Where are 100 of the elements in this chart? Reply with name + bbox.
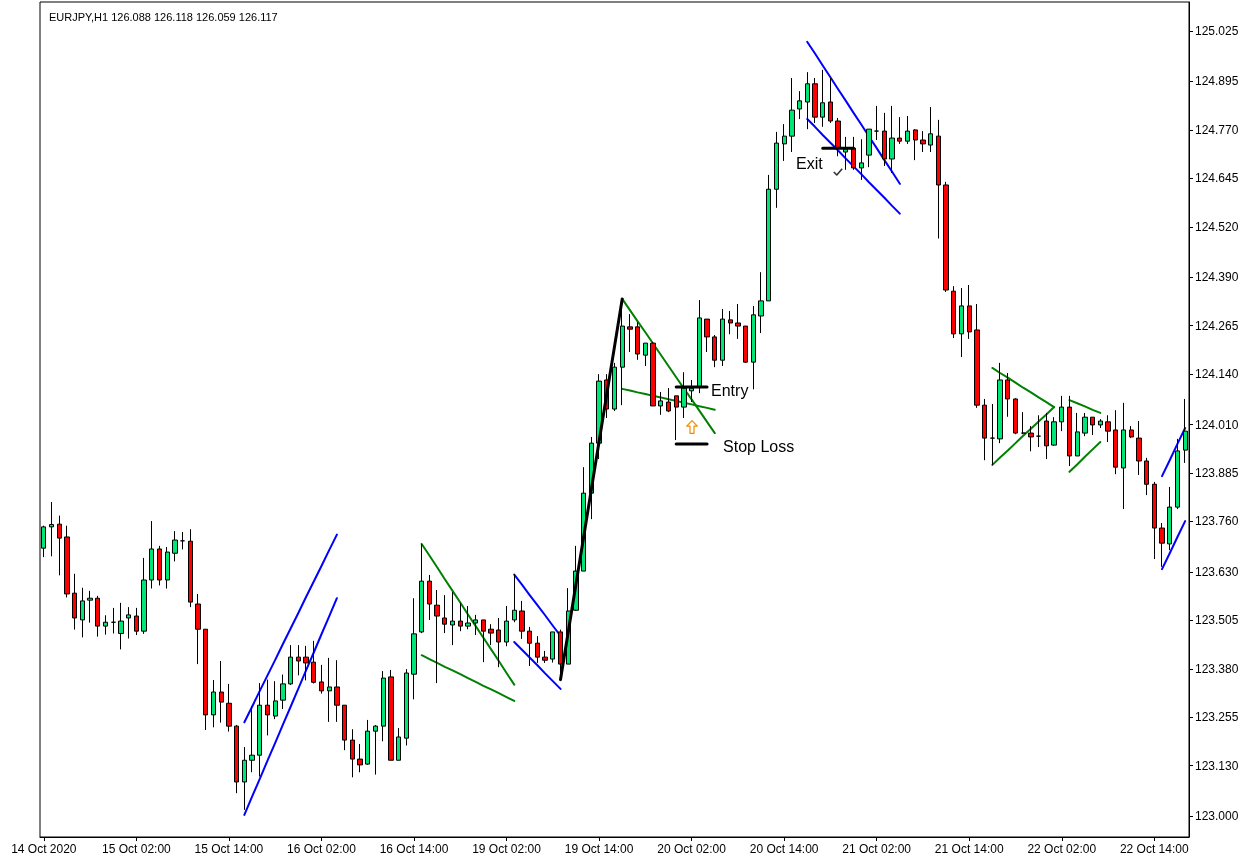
x-tick-label: 15 Oct 14:00 xyxy=(194,842,264,856)
candlestick xyxy=(982,398,987,461)
candlestick xyxy=(465,605,471,630)
candlestick xyxy=(126,606,131,640)
candlestick xyxy=(1113,409,1118,475)
candlestick xyxy=(103,614,108,636)
candlestick xyxy=(542,650,548,664)
candlestick xyxy=(828,77,833,124)
y-tick-label: 124.770 xyxy=(1195,122,1239,137)
x-tick-label: 16 Oct 02:00 xyxy=(287,842,357,856)
candlestick xyxy=(635,321,640,361)
candlestick xyxy=(612,362,617,412)
candlestick xyxy=(874,105,879,141)
annotation: Entry xyxy=(711,382,749,400)
candlestick xyxy=(974,303,980,409)
candlestick xyxy=(273,680,278,720)
candlestick xyxy=(627,313,633,353)
x-tick-label: 20 Oct 02:00 xyxy=(657,842,727,856)
candlestick xyxy=(789,77,795,153)
y-tick-label: 124.140 xyxy=(1195,367,1239,382)
candlestick xyxy=(388,669,394,761)
candlestick xyxy=(1152,481,1157,560)
y-tick-label: 123.505 xyxy=(1195,613,1239,628)
candlestick xyxy=(64,525,70,598)
candlestick xyxy=(396,727,401,761)
candlestick xyxy=(157,545,162,586)
candlestick xyxy=(959,287,964,358)
y-tick-label: 125.025 xyxy=(1195,24,1239,39)
candlestick xyxy=(936,119,941,239)
candlestick xyxy=(920,130,926,153)
candlestick xyxy=(913,128,918,161)
x-tick-label: 14 Oct 2020 xyxy=(11,842,77,856)
y-tick-label: 123.760 xyxy=(1195,514,1239,529)
candlestick xyxy=(473,614,478,636)
y-tick-label: 124.645 xyxy=(1195,171,1239,186)
candlestick xyxy=(180,531,185,550)
candlestick xyxy=(782,123,787,162)
candlestick xyxy=(820,69,825,128)
candlestick xyxy=(728,310,733,335)
candlestick xyxy=(712,334,717,368)
candlestick xyxy=(666,387,671,413)
candlestick xyxy=(897,116,902,145)
x-tick-label: 15 Oct 02:00 xyxy=(102,842,172,856)
candlestick xyxy=(149,520,154,590)
x-tick-label: 20 Oct 14:00 xyxy=(749,842,819,856)
candlestick xyxy=(1136,420,1142,476)
candlestick xyxy=(80,587,85,638)
candlestick xyxy=(111,607,116,634)
y-tick-label: 124.265 xyxy=(1195,318,1239,333)
candlestick xyxy=(434,589,440,684)
candlestick xyxy=(1021,411,1026,435)
candlestick xyxy=(774,131,779,209)
candlestick xyxy=(172,530,178,562)
candlestick xyxy=(1005,372,1010,418)
candlestick xyxy=(242,746,247,811)
candlestick xyxy=(720,308,725,367)
candlestick xyxy=(257,682,262,778)
x-tick-label: 21 Oct 02:00 xyxy=(842,842,912,856)
candlestick xyxy=(203,628,208,731)
candlestick xyxy=(1075,412,1080,457)
candlestick xyxy=(481,619,486,663)
candlestick xyxy=(943,181,949,293)
candlestick xyxy=(118,602,124,650)
candlestick xyxy=(226,683,232,733)
candlestick xyxy=(404,668,409,747)
candlestick xyxy=(997,362,1003,444)
candlestick xyxy=(1159,522,1165,568)
candlestick xyxy=(265,679,270,736)
candlestick xyxy=(535,635,540,664)
y-tick-label: 123.380 xyxy=(1195,661,1239,676)
candlestick xyxy=(512,573,517,623)
candlestick xyxy=(57,515,62,576)
y-tick-label: 123.130 xyxy=(1195,758,1239,773)
candlestick xyxy=(1036,414,1041,448)
candlestick xyxy=(427,574,432,621)
y-tick-label: 124.010 xyxy=(1195,417,1239,432)
candlestick xyxy=(334,659,340,723)
candlestick xyxy=(1044,412,1049,460)
x-tick-label: 22 Oct 14:00 xyxy=(1119,842,1189,856)
candlestick xyxy=(311,640,316,684)
candlestick xyxy=(319,664,324,695)
y-tick-label: 123.885 xyxy=(1195,466,1239,480)
candlestick xyxy=(928,106,933,153)
annotation: Exit xyxy=(796,154,824,172)
y-tick-label: 124.520 xyxy=(1195,219,1239,234)
candlestick xyxy=(643,342,648,367)
candlestick xyxy=(1059,395,1064,432)
candlestick xyxy=(766,174,771,302)
candlestick xyxy=(697,299,702,394)
candlestick xyxy=(442,594,447,634)
candlestick xyxy=(1144,457,1149,496)
candlestick xyxy=(141,557,147,635)
candlestick xyxy=(365,719,370,766)
candlestick xyxy=(882,112,887,167)
candlestick xyxy=(165,546,170,590)
candlestick xyxy=(812,77,818,124)
y-tick-label: 123.255 xyxy=(1195,710,1239,725)
candlestick xyxy=(219,660,224,724)
candlestick xyxy=(303,645,309,681)
candlestick xyxy=(195,593,201,665)
